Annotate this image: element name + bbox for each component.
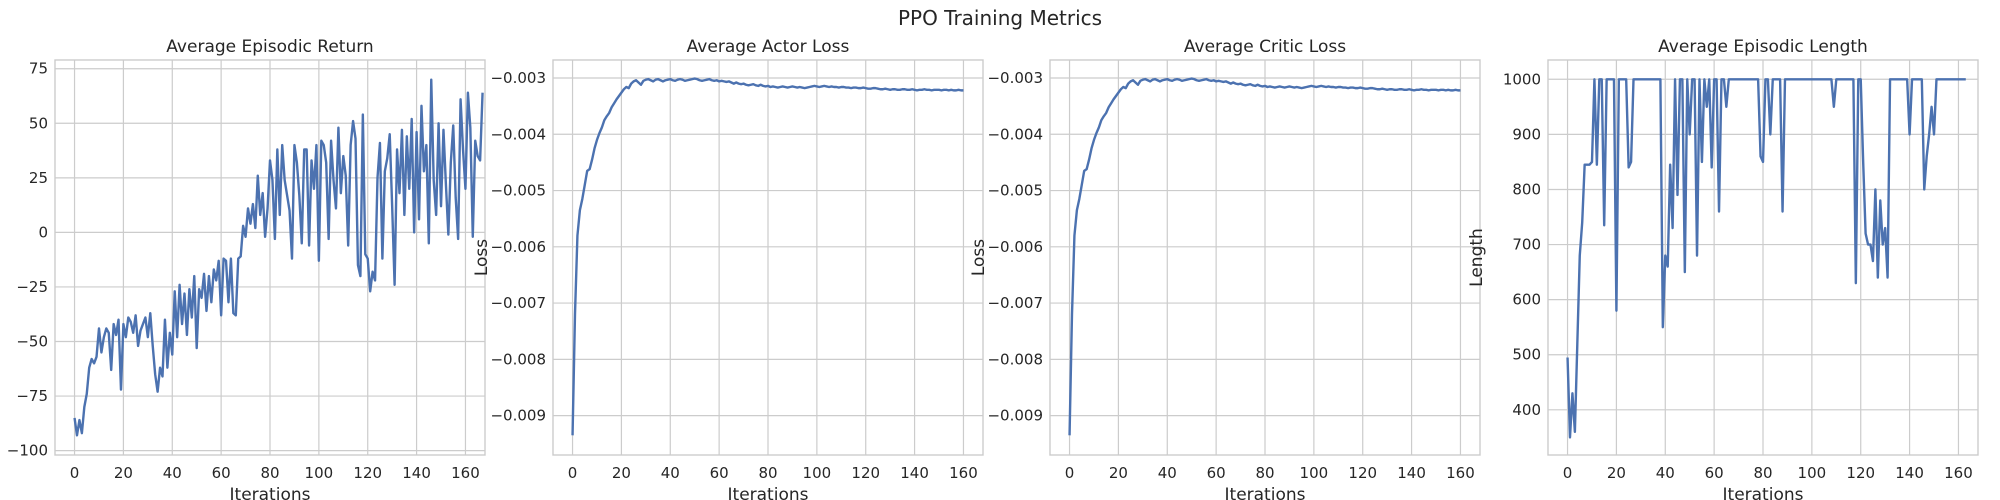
y-tick-label: −0.009	[987, 407, 1043, 425]
x-tick-label: 0	[1065, 464, 1075, 482]
y-tick-label: −75	[16, 387, 48, 405]
x-tick-label: 140	[1895, 464, 1924, 482]
y-tick-label: 700	[1512, 236, 1541, 254]
x-tick-label: 120	[353, 464, 382, 482]
x-tick-label: 160	[1446, 464, 1475, 482]
y-tick-label: 600	[1512, 291, 1541, 309]
y-axis-label: Length	[1467, 228, 1487, 287]
x-tick-label: 80	[1255, 464, 1274, 482]
chart-title: Average Critic Loss	[1184, 37, 1346, 57]
y-tick-label: −100	[7, 442, 48, 460]
x-tick-label: 80	[758, 464, 777, 482]
x-axis-label: Iterations	[728, 485, 809, 500]
y-tick-label: −25	[16, 278, 48, 296]
chart-title: Average Episodic Return	[166, 37, 373, 57]
y-tick-label: 50	[29, 114, 48, 132]
chart-title: Average Episodic Length	[1658, 37, 1868, 57]
y-tick-label: −50	[16, 333, 48, 351]
x-tick-label: 160	[1944, 464, 1973, 482]
y-tick-label: −0.007	[987, 294, 1043, 312]
x-axis-label: Iterations	[230, 485, 311, 500]
x-tick-label: 0	[568, 464, 578, 482]
x-tick-label: 20	[1607, 464, 1626, 482]
y-tick-label: 75	[29, 60, 48, 78]
y-tick-label: 1000	[1503, 70, 1541, 88]
series-line	[1068, 77, 1461, 436]
y-tick-label: 800	[1512, 180, 1541, 198]
series-line	[571, 77, 964, 436]
y-tick-label: −0.005	[987, 182, 1043, 200]
x-tick-label: 120	[851, 464, 880, 482]
y-tick-label: −0.004	[490, 125, 546, 143]
y-tick-label: −0.006	[490, 238, 546, 256]
y-tick-label: −0.004	[987, 125, 1043, 143]
y-tick-label: −0.008	[987, 350, 1043, 368]
y-tick-label: −0.005	[490, 182, 546, 200]
x-tick-label: 100	[803, 464, 832, 482]
series-line	[1566, 78, 1966, 439]
y-tick-label: −0.007	[490, 294, 546, 312]
y-tick-label: 500	[1512, 346, 1541, 364]
y-tick-label: −0.006	[987, 238, 1043, 256]
x-tick-label: 20	[612, 464, 631, 482]
x-tick-label: 160	[451, 464, 480, 482]
x-tick-label: 140	[900, 464, 929, 482]
x-tick-label: 160	[949, 464, 978, 482]
x-tick-label: 40	[163, 464, 182, 482]
x-tick-label: 40	[1656, 464, 1675, 482]
x-tick-label: 140	[402, 464, 431, 482]
chart-panel-2: 0 20 40 60 80 100 120 140 160 −0.009 −0.008 −0.007 −…	[472, 37, 984, 500]
x-axis-label: Iterations	[1225, 485, 1306, 500]
x-tick-label: 0	[70, 464, 80, 482]
x-tick-label: 100	[1300, 464, 1329, 482]
x-tick-label: 80	[260, 464, 279, 482]
x-tick-label: 60	[1705, 464, 1724, 482]
x-tick-label: 120	[1348, 464, 1377, 482]
x-tick-label: 0	[1563, 464, 1573, 482]
chart-panel-4: 0 20 40 60 80 100 120 140 160 400 500 600 700 800 900 1…	[1467, 37, 1979, 500]
chart-panel-3: 0 20 40 60 80 100 120 140 160 −0.009 −0.008 −0.007 −…	[969, 37, 1481, 500]
y-tick-label: −0.009	[490, 407, 546, 425]
series-line	[73, 78, 484, 437]
x-tick-label: 80	[1753, 464, 1772, 482]
y-tick-label: 25	[29, 169, 48, 187]
x-tick-label: 100	[1798, 464, 1827, 482]
y-tick-label: 0	[38, 223, 48, 241]
x-tick-label: 40	[1158, 464, 1177, 482]
x-tick-label: 20	[1109, 464, 1128, 482]
x-tick-label: 120	[1846, 464, 1875, 482]
figure-title: PPO Training Metrics	[897, 6, 1103, 30]
x-tick-label: 60	[212, 464, 231, 482]
x-tick-label: 100	[305, 464, 334, 482]
x-tick-label: 60	[1207, 464, 1226, 482]
x-axis-label: Iterations	[1723, 485, 1804, 500]
chart-panel-1: 0 20 40 60 80 100 120 140 160 −100 −75 −50 −25 0 25 50 7…	[7, 37, 486, 500]
x-tick-label: 40	[661, 464, 680, 482]
y-tick-label: −0.003	[490, 69, 546, 87]
y-tick-label: 900	[1512, 125, 1541, 143]
y-tick-label: −0.008	[490, 350, 546, 368]
x-tick-label: 140	[1397, 464, 1426, 482]
chart-title: Average Actor Loss	[687, 37, 850, 57]
y-tick-label: −0.003	[987, 69, 1043, 87]
y-axis-label: Loss	[969, 239, 989, 276]
y-axis-label: Loss	[472, 239, 492, 276]
y-tick-label: 400	[1512, 401, 1541, 419]
x-tick-label: 20	[114, 464, 133, 482]
x-tick-label: 60	[710, 464, 729, 482]
